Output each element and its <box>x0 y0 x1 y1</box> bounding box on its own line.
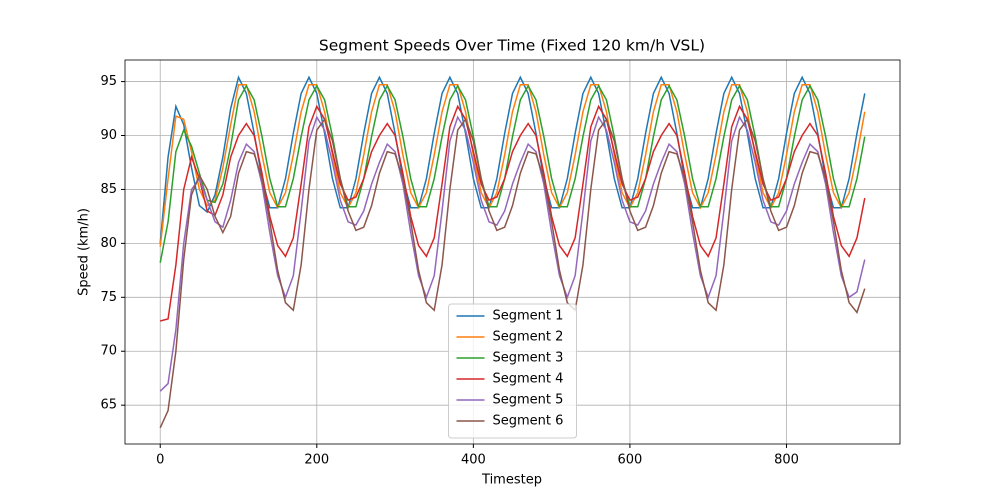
chart-title: Segment Speeds Over Time (Fixed 120 km/h… <box>319 37 705 55</box>
y-tick-label: 65 <box>100 398 117 413</box>
series-line <box>159 117 866 429</box>
legend-label: Segment 3 <box>493 351 564 366</box>
plot-frame <box>124 59 901 445</box>
legend: Segment 1 Segment 2 Segment 3 Segment 4 Segm… <box>448 303 577 439</box>
x-tick-label: 0 <box>156 453 164 468</box>
x-tick-label: 600 <box>618 453 643 468</box>
y-tick-label: 85 <box>100 182 117 197</box>
legend-label: Segment 6 <box>493 414 564 429</box>
legend-label: Segment 1 <box>493 309 564 324</box>
legend-label: Segment 2 <box>493 330 564 345</box>
y-tick-label: 75 <box>100 290 117 305</box>
y-tick-label: 95 <box>100 74 117 89</box>
series-line <box>159 84 866 263</box>
legend-label: Segment 5 <box>493 393 564 408</box>
y-tick-label: 80 <box>100 236 117 251</box>
x-tick-label: 400 <box>461 453 486 468</box>
x-tick-label: 800 <box>774 453 799 468</box>
y-axis-label: Speed (km/h) <box>77 208 92 296</box>
y-tick-label: 70 <box>100 344 117 359</box>
series-line <box>159 115 866 392</box>
y-tick-label: 90 <box>100 128 117 143</box>
x-tick-label: 200 <box>304 453 329 468</box>
x-axis-label: Timestep <box>481 473 542 488</box>
legend-label: Segment 4 <box>493 372 564 387</box>
series-line <box>159 84 866 247</box>
